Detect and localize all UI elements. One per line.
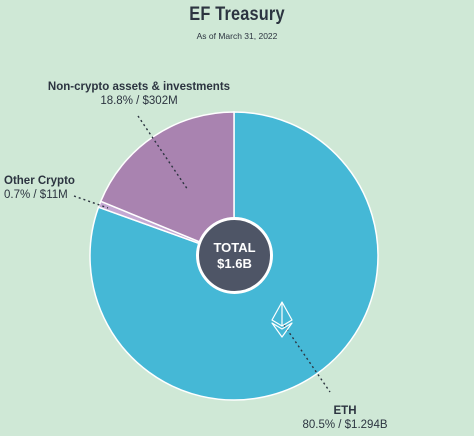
slice-name: ETH — [333, 405, 357, 417]
leader-line-other-crypto — [73, 195, 109, 209]
total-value: $1.6B — [217, 255, 252, 271]
slice-label-non-crypto: Non-crypto assets & investments 18.8% / … — [34, 80, 244, 108]
slice-label-eth: ETH 80.5% / $1.294B — [300, 404, 390, 432]
chart-subtitle: As of March 31, 2022 — [196, 31, 278, 41]
pie-slice-non-crypto-assets-investments — [99, 111, 235, 258]
ethereum-diamond-icon — [271, 301, 293, 338]
total-label: TOTAL — [213, 239, 256, 255]
pie-slice-eth — [89, 111, 379, 401]
slice-name: Other Crypto — [4, 175, 75, 187]
chart-title: EF Treasury — [189, 4, 285, 25]
slice-value: 80.5% / $1.294B — [302, 419, 388, 431]
total-badge: TOTAL $1.6B — [196, 217, 273, 294]
slice-label-other-crypto: Other Crypto 0.7% / $11M — [4, 174, 75, 202]
leader-line-eth — [283, 324, 331, 393]
slice-value: 18.8% / $302M — [100, 95, 178, 107]
slice-name: Non-crypto assets & investments — [47, 81, 231, 93]
slice-value: 0.7% / $11M — [4, 189, 68, 201]
